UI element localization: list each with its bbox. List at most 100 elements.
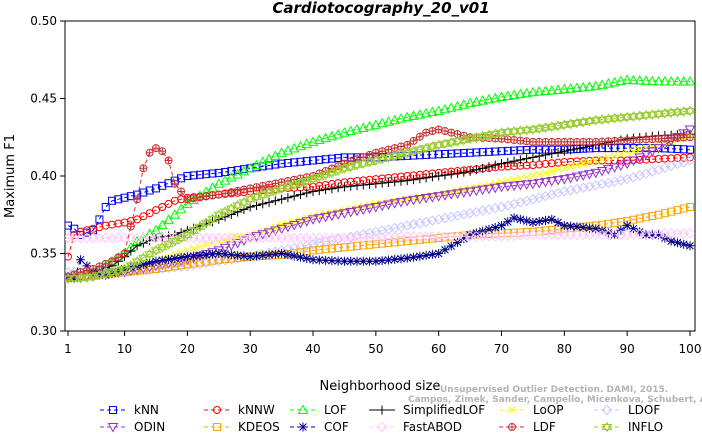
data-point <box>189 244 198 253</box>
data-point <box>427 215 438 226</box>
data-point <box>320 132 331 143</box>
data-point <box>308 255 318 265</box>
data-point <box>522 216 532 226</box>
data-point <box>472 148 481 157</box>
data-point <box>314 237 325 249</box>
data-point <box>647 166 658 177</box>
data-point <box>621 159 633 170</box>
data-point <box>640 150 652 160</box>
data-point <box>339 127 350 137</box>
data-point <box>679 145 688 154</box>
data-point <box>684 155 695 166</box>
data-point <box>351 123 363 134</box>
data-point <box>414 109 426 119</box>
data-point <box>107 220 116 229</box>
data-point <box>295 252 305 262</box>
legend: kNN kNNW LOF SimplifiedLOF LoOP LDOF ODIN KDEOS… <box>100 403 663 434</box>
data-point <box>471 206 482 218</box>
data-point <box>601 404 613 416</box>
data-point <box>195 250 205 260</box>
data-point <box>590 80 602 91</box>
data-point <box>610 151 619 160</box>
data-point <box>351 230 363 241</box>
data-point <box>156 219 168 230</box>
data-point <box>584 223 594 233</box>
data-point <box>133 215 142 224</box>
data-point <box>521 87 533 98</box>
data-point <box>672 238 682 248</box>
data-point <box>458 188 470 198</box>
data-point <box>527 179 539 190</box>
data-point <box>590 168 602 179</box>
legend-item: kNNW <box>204 403 275 417</box>
data-point <box>684 228 695 239</box>
data-point <box>101 203 110 211</box>
data-point <box>409 236 418 245</box>
watermark-line-1: Unsupervised Outlier Detection. DAMI, 20… <box>440 385 668 395</box>
data-point <box>540 177 551 188</box>
data-point <box>403 237 412 246</box>
data-point <box>598 155 606 163</box>
data-point <box>471 228 481 238</box>
data-point <box>640 168 652 179</box>
data-point <box>484 162 494 172</box>
data-point <box>616 217 625 226</box>
data-point <box>65 252 72 261</box>
data-point <box>276 224 287 235</box>
data-point <box>558 83 570 94</box>
data-point <box>76 255 86 265</box>
data-point <box>603 177 614 189</box>
data-point <box>396 237 405 246</box>
data-point <box>496 201 507 213</box>
data-point <box>489 92 501 103</box>
data-point <box>420 216 432 228</box>
data-point <box>227 167 236 176</box>
data-point <box>522 173 531 182</box>
data-point <box>158 203 167 211</box>
legend-item: FastABOD <box>369 420 462 434</box>
y-axis-label: Maximum F1 <box>3 134 18 218</box>
data-point <box>408 195 419 206</box>
data-point <box>478 163 488 173</box>
data-point <box>238 236 250 246</box>
data-point <box>478 226 488 236</box>
data-point <box>672 75 683 86</box>
data-point <box>458 209 470 220</box>
data-point <box>678 129 690 139</box>
data-point <box>672 159 683 170</box>
data-point <box>459 234 469 244</box>
data-point <box>138 259 148 269</box>
x-tick-label: 30 <box>243 342 258 356</box>
data-point <box>686 133 694 142</box>
data-point <box>464 187 476 198</box>
data-point <box>182 252 192 262</box>
data-point <box>434 249 444 258</box>
data-point <box>313 134 325 145</box>
data-point <box>573 161 581 170</box>
data-point <box>289 191 299 201</box>
data-point <box>615 175 627 186</box>
data-point <box>547 214 557 224</box>
data-point <box>364 204 375 214</box>
data-point <box>358 180 368 190</box>
data-point <box>307 136 319 146</box>
legend-label: SimplifiedLOF <box>403 403 485 417</box>
data-point <box>559 186 570 197</box>
data-point <box>340 243 349 252</box>
data-point <box>496 182 507 193</box>
data-point <box>566 145 576 155</box>
data-point <box>307 215 319 225</box>
data-point <box>617 150 625 159</box>
data-point <box>477 95 489 105</box>
data-point <box>283 158 292 167</box>
data-point <box>602 165 614 175</box>
data-point <box>265 180 274 189</box>
data-point <box>177 174 186 183</box>
data-point <box>358 229 369 240</box>
data-point <box>107 257 116 266</box>
data-point <box>510 228 519 237</box>
data-point <box>579 159 588 168</box>
data-point <box>390 254 400 264</box>
data-point <box>554 158 563 167</box>
data-point <box>213 423 221 431</box>
